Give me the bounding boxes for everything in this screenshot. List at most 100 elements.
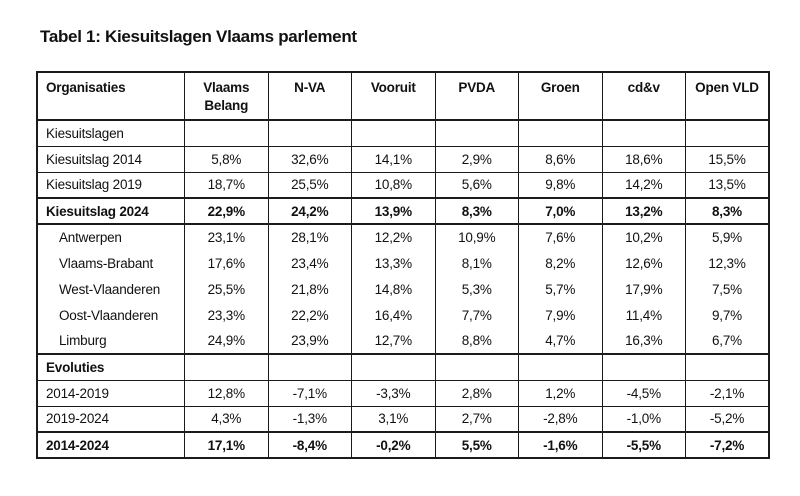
cell-value — [434, 353, 519, 381]
cell-value: 4,3% — [184, 405, 269, 433]
cell-value: -2,1% — [685, 379, 770, 407]
cell-value — [518, 119, 603, 147]
cell-value: -0,2% — [351, 431, 436, 459]
cell-value — [601, 353, 686, 381]
cell-value: 14,8% — [351, 276, 436, 302]
cell-value: 12,7% — [351, 328, 436, 354]
row-label: 2019-2024 — [36, 405, 185, 433]
cell-value: 23,1% — [184, 224, 269, 250]
table-row: Kiesuitslag 2024 22,9% 24,2% 13,9% 8,3% 7,0% 1… — [36, 197, 770, 225]
cell-value: 21,8% — [267, 276, 352, 302]
cell-value: 24,2% — [267, 197, 352, 225]
cell-value: 2,9% — [434, 145, 519, 173]
cell-value: 28,1% — [267, 224, 352, 250]
cell-value: 14,2% — [601, 171, 686, 199]
table-row: Antwerpen 23,1% 28,1% 12,2% 10,9% 7,6% 10,2% 5,… — [36, 224, 770, 250]
cell-value: 12,2% — [351, 224, 436, 250]
cell-value: 9,8% — [518, 171, 603, 199]
cell-value: 22,9% — [184, 197, 269, 225]
results-table-body: Kiesuitslagen Kiesuitslag 2014 5,8% 32,6% 14… — [36, 119, 770, 459]
column-header: cd&v — [601, 71, 686, 121]
column-header: Vlaams Belang — [184, 71, 269, 121]
cell-value: 14,1% — [351, 145, 436, 173]
table-row: Limburg 24,9% 23,9% 12,7% 8,8% 4,7% 16,3% 6,7% — [36, 328, 770, 354]
election-results-table: Organisaties Vlaams Belang N-VA Vooruit PVDA… — [36, 71, 770, 459]
cell-value: 23,9% — [267, 328, 352, 354]
cell-value: -2,8% — [518, 405, 603, 433]
cell-value — [434, 119, 519, 147]
table-title: Tabel 1: Kiesuitslagen Vlaams parlement — [40, 27, 357, 46]
table-row: Vlaams-Brabant 17,6% 23,4% 13,3% 8,1% 8,2% 12,… — [36, 250, 770, 276]
column-header: N-VA — [267, 71, 352, 121]
cell-value: -5,5% — [601, 431, 686, 459]
cell-value: 10,8% — [351, 171, 436, 199]
cell-value — [685, 119, 770, 147]
cell-value: 22,2% — [267, 302, 352, 328]
row-label: Evoluties — [36, 353, 185, 381]
cell-value: -1,0% — [601, 405, 686, 433]
cell-value: 16,3% — [601, 328, 686, 354]
cell-value: 13,5% — [685, 171, 770, 199]
cell-value: -7,1% — [267, 379, 352, 407]
cell-value — [267, 119, 352, 147]
cell-value: 5,5% — [434, 431, 519, 459]
cell-value: 11,4% — [601, 302, 686, 328]
cell-value: 9,7% — [685, 302, 770, 328]
column-header: Vooruit — [351, 71, 436, 121]
cell-value — [685, 353, 770, 381]
cell-value: -8,4% — [267, 431, 352, 459]
column-header: Open VLD — [685, 71, 770, 121]
cell-value — [184, 119, 269, 147]
row-label: Limburg — [36, 328, 185, 354]
cell-value: 17,6% — [184, 250, 269, 276]
cell-value: 15,5% — [685, 145, 770, 173]
cell-value — [184, 353, 269, 381]
cell-value: 8,8% — [434, 328, 519, 354]
row-label: West-Vlaanderen — [36, 276, 185, 302]
table-row: Evoluties — [36, 353, 770, 381]
cell-value: 16,4% — [351, 302, 436, 328]
column-header: PVDA — [434, 71, 519, 121]
cell-value: 12,3% — [685, 250, 770, 276]
cell-value: 2,8% — [434, 379, 519, 407]
cell-value: 5,3% — [434, 276, 519, 302]
table-row: Kiesuitslag 2019 18,7% 25,5% 10,8% 5,6% 9,8% 1… — [36, 171, 770, 199]
cell-value: 13,3% — [351, 250, 436, 276]
cell-value: 8,2% — [518, 250, 603, 276]
cell-value: -4,5% — [601, 379, 686, 407]
cell-value: 10,2% — [601, 224, 686, 250]
cell-value: 8,3% — [434, 197, 519, 225]
cell-value: 1,2% — [518, 379, 603, 407]
cell-value: 12,6% — [601, 250, 686, 276]
cell-value: -3,3% — [351, 379, 436, 407]
cell-value — [267, 353, 352, 381]
table-header: Organisaties Vlaams Belang N-VA Vooruit PVDA… — [36, 71, 770, 121]
column-header: Organisaties — [36, 71, 185, 121]
cell-value: 7,6% — [518, 224, 603, 250]
row-label: Antwerpen — [36, 224, 185, 250]
row-label: Kiesuitslag 2024 — [36, 197, 185, 225]
table-row: 2014-2019 12,8% -7,1% -3,3% 2,8% 1,2% -4,5% -2,… — [36, 379, 770, 407]
table-row: Oost-Vlaanderen 23,3% 22,2% 16,4% 7,7% 7,9% 11… — [36, 302, 770, 328]
cell-value: 23,4% — [267, 250, 352, 276]
cell-value: 18,7% — [184, 171, 269, 199]
cell-value: 18,6% — [601, 145, 686, 173]
cell-value: 10,9% — [434, 224, 519, 250]
cell-value: 12,8% — [184, 379, 269, 407]
cell-value: 8,1% — [434, 250, 519, 276]
table-row: 2019-2024 4,3% -1,3% 3,1% 2,7% -2,8% -1,0% -5,2… — [36, 405, 770, 433]
cell-value: 23,3% — [184, 302, 269, 328]
cell-value: 5,9% — [685, 224, 770, 250]
cell-value: 25,5% — [184, 276, 269, 302]
row-label: Kiesuitslag 2019 — [36, 171, 185, 199]
cell-value: 7,7% — [434, 302, 519, 328]
cell-value: 2,7% — [434, 405, 519, 433]
cell-value: 17,1% — [184, 431, 269, 459]
cell-value: 8,6% — [518, 145, 603, 173]
cell-value: 8,3% — [685, 197, 770, 225]
cell-value: 5,8% — [184, 145, 269, 173]
cell-value: 7,5% — [685, 276, 770, 302]
row-label: Kiesuitslag 2014 — [36, 145, 185, 173]
cell-value: -7,2% — [685, 431, 770, 459]
table-row: 2014-2024 17,1% -8,4% -0,2% 5,5% -1,6% -5,5% -7… — [36, 431, 770, 459]
